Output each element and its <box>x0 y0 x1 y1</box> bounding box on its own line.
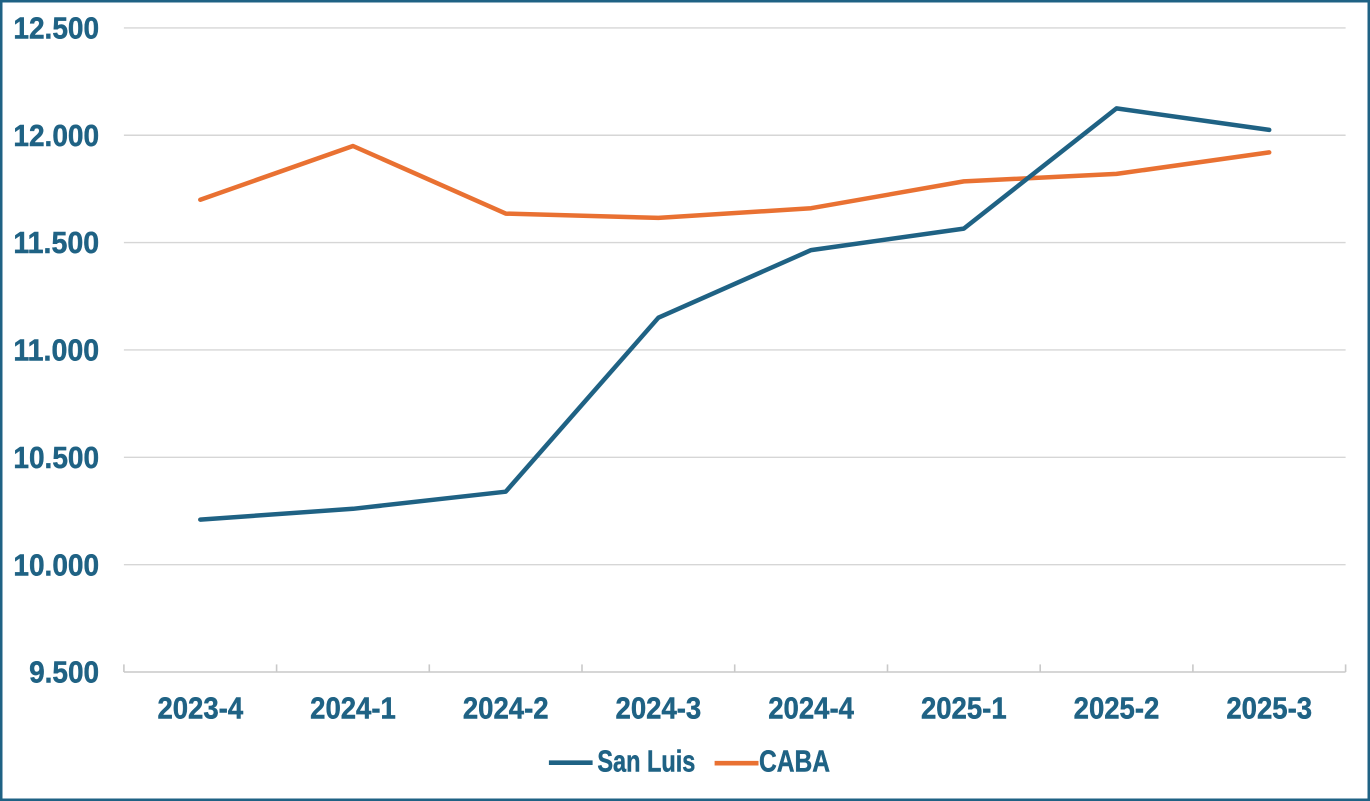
svg-text:CABA: CABA <box>759 743 830 778</box>
svg-text:San Luis: San Luis <box>597 743 695 778</box>
svg-text:2025-3: 2025-3 <box>1226 691 1312 726</box>
svg-text:11.500: 11.500 <box>13 225 99 260</box>
svg-text:2024-3: 2024-3 <box>616 691 702 726</box>
svg-text:2025-1: 2025-1 <box>921 691 1007 726</box>
svg-text:2024-4: 2024-4 <box>768 691 854 726</box>
svg-text:2024-1: 2024-1 <box>310 691 396 726</box>
svg-text:12.000: 12.000 <box>13 118 99 153</box>
svg-text:11.000: 11.000 <box>13 333 99 368</box>
svg-text:2025-2: 2025-2 <box>1074 691 1160 726</box>
svg-text:2024-2: 2024-2 <box>463 691 549 726</box>
svg-text:10.500: 10.500 <box>13 440 99 475</box>
svg-text:2023-4: 2023-4 <box>157 691 243 726</box>
svg-text:9.500: 9.500 <box>29 655 99 690</box>
svg-text:12.500: 12.500 <box>13 11 99 46</box>
svg-text:10.000: 10.000 <box>13 547 99 582</box>
